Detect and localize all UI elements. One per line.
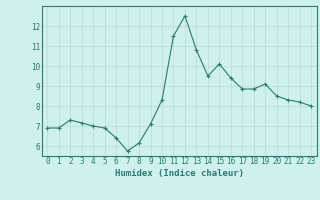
- X-axis label: Humidex (Indice chaleur): Humidex (Indice chaleur): [115, 169, 244, 178]
